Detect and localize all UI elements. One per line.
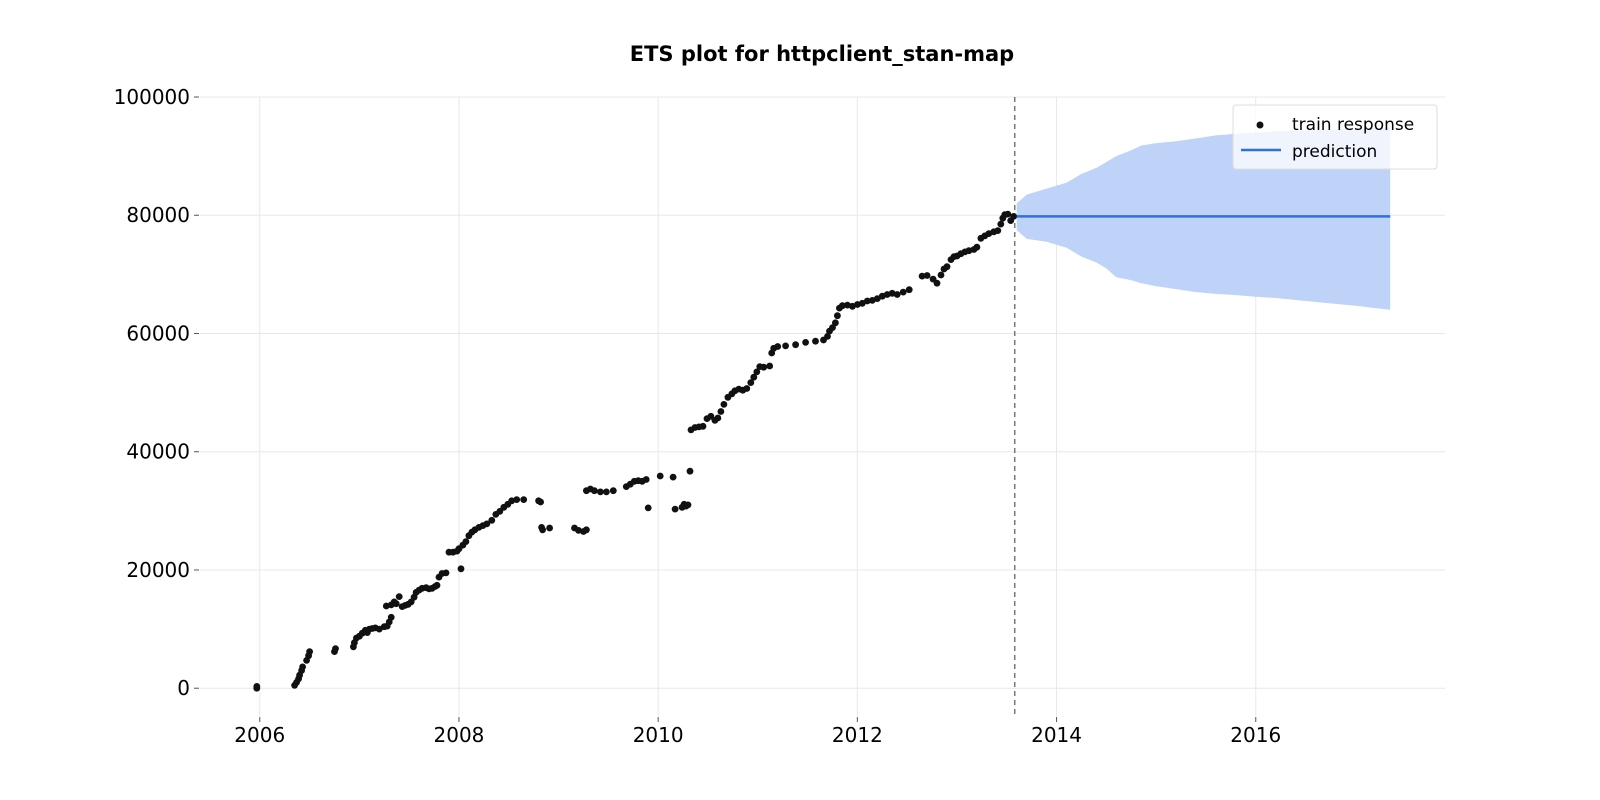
train-point xyxy=(834,312,841,320)
train-point xyxy=(905,286,913,294)
y-tick-label: 60000 xyxy=(126,321,190,345)
train-point xyxy=(1010,213,1018,220)
train-point xyxy=(782,342,789,350)
train-point xyxy=(392,600,400,608)
x-tick-label: 2010 xyxy=(633,723,684,747)
chart-title: ETS plot for httpclient_stan-map xyxy=(630,42,1014,66)
train-point xyxy=(539,526,546,534)
train-point xyxy=(899,288,907,296)
train-point xyxy=(717,408,725,415)
y-tick-label: 0 xyxy=(177,676,190,700)
train-point xyxy=(802,339,809,346)
train-point xyxy=(824,333,831,340)
train-point xyxy=(644,504,652,512)
train-point xyxy=(442,569,450,577)
train-point xyxy=(306,648,313,655)
train-point xyxy=(743,385,751,392)
x-tick-label: 2006 xyxy=(234,723,285,747)
train-point xyxy=(893,291,901,298)
train-point xyxy=(597,488,604,496)
train-point xyxy=(750,373,758,381)
train-point xyxy=(774,343,782,350)
train-point xyxy=(792,341,799,349)
train-point xyxy=(671,505,679,513)
train-point xyxy=(832,319,839,327)
train-point xyxy=(656,472,664,480)
train-point xyxy=(937,271,945,279)
train-point xyxy=(753,368,761,376)
train-point xyxy=(669,473,677,481)
train-point xyxy=(684,501,692,509)
train-point xyxy=(720,401,728,408)
train-point xyxy=(513,496,521,503)
train-point xyxy=(537,498,544,506)
train-point xyxy=(433,581,441,589)
train-point xyxy=(1004,210,1012,218)
train-point xyxy=(699,422,707,430)
train-point xyxy=(760,363,768,371)
x-tick-label: 2014 xyxy=(1031,723,1082,747)
train-point xyxy=(933,279,941,287)
train-point xyxy=(332,645,339,652)
train-point xyxy=(483,520,491,528)
train-point xyxy=(863,297,871,305)
train-point xyxy=(839,302,846,310)
legend-box xyxy=(1232,104,1438,170)
x-axis: 2006 2008 2010 2012 2014 2016 xyxy=(234,717,1281,747)
train-point xyxy=(923,272,931,279)
train-point xyxy=(943,263,951,271)
x-tick-label: 2012 xyxy=(832,723,883,747)
train-point xyxy=(642,476,650,483)
train-point xyxy=(714,414,722,422)
y-tick-label: 80000 xyxy=(126,203,190,227)
y-tick-label: 20000 xyxy=(126,558,190,582)
train-point xyxy=(812,337,819,345)
train-point xyxy=(591,487,598,495)
train-point xyxy=(603,488,610,496)
legend-marker-train xyxy=(1256,121,1264,129)
prediction-interval xyxy=(1016,127,1391,310)
train-point xyxy=(457,565,465,573)
y-axis: 0 20000 40000 60000 80000 100000 xyxy=(114,85,199,700)
train-point xyxy=(609,487,617,495)
train-point xyxy=(997,220,1005,228)
train-response-points xyxy=(253,210,1018,692)
train-point xyxy=(994,227,1002,235)
train-point xyxy=(583,526,590,534)
train-point xyxy=(520,496,528,503)
train-point xyxy=(253,684,261,692)
prediction-interval-band xyxy=(1016,127,1391,310)
x-tick-label: 2016 xyxy=(1230,723,1281,747)
train-point xyxy=(686,467,694,475)
train-point xyxy=(747,379,755,386)
train-point xyxy=(395,593,403,600)
train-point xyxy=(387,613,395,621)
train-point xyxy=(299,663,306,671)
train-point xyxy=(462,538,470,545)
train-point xyxy=(488,516,496,524)
x-tick-label: 2008 xyxy=(434,723,485,747)
legend-label-prediction: prediction xyxy=(1292,142,1377,162)
train-point xyxy=(546,524,553,532)
y-tick-label: 100000 xyxy=(114,85,190,109)
train-point xyxy=(918,272,926,280)
legend: train response prediction xyxy=(1232,104,1438,170)
legend-label-train: train response xyxy=(1292,115,1414,135)
y-tick-label: 40000 xyxy=(126,440,190,464)
train-point xyxy=(766,362,774,370)
train-point xyxy=(973,243,981,251)
